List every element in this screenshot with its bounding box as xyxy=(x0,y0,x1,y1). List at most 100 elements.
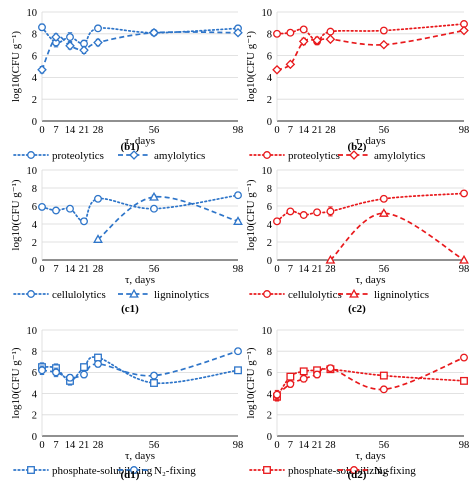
x-tick-label: 7 xyxy=(53,264,58,275)
y-tick-label: 0 xyxy=(267,432,272,443)
y-tick-label: 8 xyxy=(267,30,272,41)
series-0-point xyxy=(234,191,242,200)
x-axis-title: τ, days xyxy=(355,135,385,147)
series-1-point xyxy=(51,32,61,42)
series-0-point xyxy=(94,24,102,33)
series-0-point xyxy=(150,204,158,213)
y-tick-label: 4 xyxy=(32,389,38,400)
x-tick-label: 7 xyxy=(288,125,293,136)
series-line-1 xyxy=(329,212,465,261)
x-tick-label: 56 xyxy=(379,440,390,451)
x-tick-label: 14 xyxy=(298,264,309,275)
x-tick-label: 28 xyxy=(325,125,336,136)
x-tick-label: 0 xyxy=(39,264,44,275)
series-0-point xyxy=(460,376,468,385)
y-tick-label: 6 xyxy=(32,368,37,379)
x-tick-label: 21 xyxy=(312,125,323,136)
x-tick-label: 21 xyxy=(79,125,90,136)
series-0-point xyxy=(94,353,102,362)
x-tick-label: 28 xyxy=(93,440,104,451)
series-0-point xyxy=(286,28,295,37)
series-0-point xyxy=(80,217,88,226)
series-0-point xyxy=(94,194,102,203)
series-1-point xyxy=(285,59,296,70)
legend-label: N₂-fixing xyxy=(374,465,416,477)
legend-1-point xyxy=(130,466,138,474)
series-1-point xyxy=(149,191,159,201)
y-tick-label: 10 xyxy=(27,166,38,177)
series-1-point xyxy=(299,374,308,383)
x-axis-title: τ, days xyxy=(125,274,155,286)
series-1-point xyxy=(93,37,103,48)
series-0-point xyxy=(234,366,242,375)
y-axis-title: log10(CFU g⁻¹) xyxy=(10,347,22,418)
legend-0-point xyxy=(27,151,35,159)
x-tick-label: 56 xyxy=(149,125,160,136)
series-0-point xyxy=(80,363,88,372)
legend-1-point xyxy=(129,150,139,160)
x-tick-label: 98 xyxy=(459,125,470,136)
y-tick-label: 0 xyxy=(267,256,272,267)
y-tick-label: 2 xyxy=(32,238,37,249)
x-tick-label: 14 xyxy=(298,440,309,451)
x-axis-title: τ, days xyxy=(355,450,385,462)
series-1-point xyxy=(313,370,322,379)
x-tick-label: 56 xyxy=(379,125,390,136)
y-tick-label: 0 xyxy=(32,432,37,443)
y-tick-label: 4 xyxy=(267,220,273,231)
legend-0-point xyxy=(263,151,271,159)
series-1-point xyxy=(298,36,309,47)
x-tick-label: 28 xyxy=(325,440,336,451)
x-tick-label: 21 xyxy=(79,440,90,451)
series-0-point xyxy=(379,371,388,380)
x-tick-label: 21 xyxy=(312,264,323,275)
series-1-point xyxy=(233,27,243,38)
y-tick-label: 2 xyxy=(32,95,37,106)
legend-label: proteolytics xyxy=(288,150,340,162)
series-0-point xyxy=(326,27,335,36)
series-0-point xyxy=(66,204,74,213)
series-1-point xyxy=(94,359,102,368)
legend-1-point xyxy=(129,288,139,298)
series-0-point xyxy=(273,217,281,226)
series-1-point xyxy=(379,385,388,394)
x-axis-title: τ, days xyxy=(125,135,155,147)
series-0-point xyxy=(326,207,335,216)
series-0-point xyxy=(379,26,388,35)
series-0-point xyxy=(38,23,46,32)
series-0-point xyxy=(273,29,281,38)
y-tick-label: 6 xyxy=(267,202,272,213)
series-1-point xyxy=(272,64,282,75)
series-1-point xyxy=(52,368,60,377)
panel-label: (c1) xyxy=(121,303,139,315)
legend-label: cellulolytics xyxy=(288,289,342,301)
series-1-point xyxy=(93,234,103,243)
x-tick-label: 56 xyxy=(149,264,160,275)
legend-label: ligninolytics xyxy=(374,289,429,301)
legend-label: ligninolytics xyxy=(154,289,209,301)
panel-label: (c2) xyxy=(348,303,366,315)
series-0-point xyxy=(150,379,158,387)
y-axis-title: log10(CFU g⁻¹) xyxy=(10,31,22,102)
legend-label: amylolytics xyxy=(154,150,205,162)
y-axis-title: log10(CFU g⁻¹) xyxy=(245,31,257,102)
series-1-point xyxy=(459,25,469,36)
panel-label: (d2) xyxy=(348,469,367,481)
x-tick-label: 0 xyxy=(274,264,279,275)
series-line-1 xyxy=(97,195,239,240)
y-tick-label: 10 xyxy=(27,326,38,337)
y-tick-label: 10 xyxy=(262,166,273,177)
series-0-point xyxy=(286,372,295,381)
y-tick-label: 10 xyxy=(262,326,273,337)
series-0-point xyxy=(299,367,308,376)
x-tick-label: 56 xyxy=(379,264,390,275)
x-tick-label: 98 xyxy=(459,264,470,275)
series-1-point xyxy=(38,366,46,375)
y-tick-label: 0 xyxy=(32,256,37,267)
y-tick-label: 0 xyxy=(32,117,37,128)
y-tick-label: 8 xyxy=(32,30,37,41)
x-tick-label: 28 xyxy=(93,264,104,275)
series-1-point xyxy=(149,27,159,38)
